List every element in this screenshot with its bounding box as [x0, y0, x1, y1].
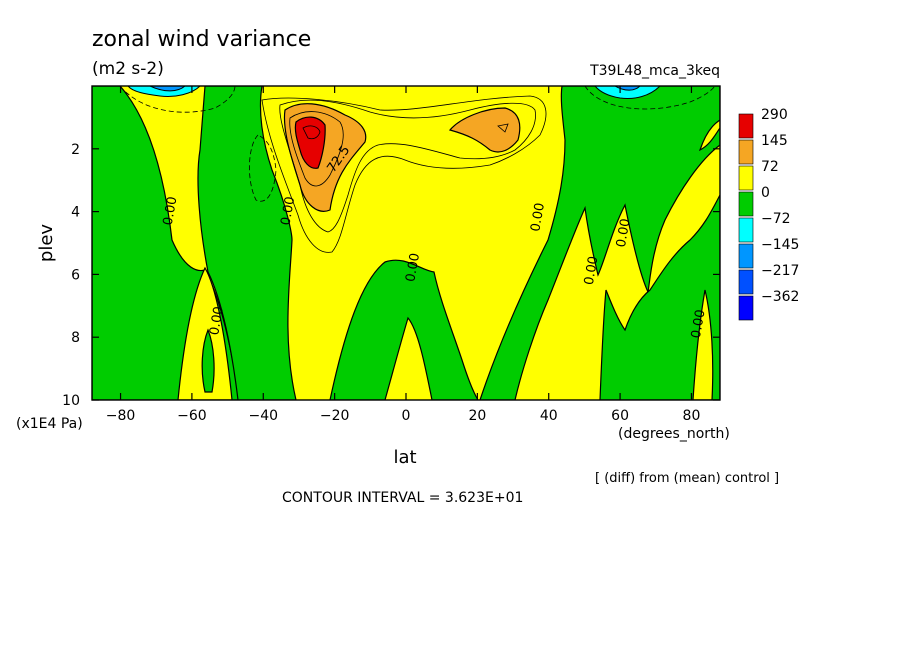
contour-line-positive-mid [279, 99, 536, 233]
field-negative-equator [329, 259, 479, 400]
footer-diff-note: [ (diff) from (mean) control ] [595, 471, 779, 486]
field-negative-strong-north [594, 86, 661, 99]
contour-line-peak [302, 125, 321, 140]
x-axis: −80 −60 −40 −20 0 20 40 60 80 [106, 86, 701, 424]
contour-label: 0.00 [582, 255, 602, 286]
x-tick-label: −80 [106, 408, 136, 424]
contour-line-negative-south [249, 134, 277, 202]
colorbar-label: −217 [761, 263, 799, 279]
x-tick-label: 0 [402, 408, 411, 424]
y-axis-label: plev [36, 224, 57, 263]
colorbar-label: −72 [761, 211, 791, 227]
y-tick-label: 6 [71, 267, 80, 283]
contour-line-negative-top-south [119, 86, 236, 113]
colorbar-label: −145 [761, 237, 799, 253]
colorbar-swatch [738, 217, 754, 243]
field-negative-band-40s [197, 86, 297, 400]
field-positive-pocket-80n [692, 289, 714, 400]
contour-line-north-peak [497, 123, 509, 133]
experiment-label: T39L48_mca_3keq [589, 63, 720, 79]
contour-line-positive-inner [289, 111, 344, 187]
x-tick-label: −20 [320, 408, 350, 424]
colorbar-label: 290 [761, 107, 788, 123]
contour-label: 0.00 [528, 202, 548, 233]
y-tick-label: 2 [71, 142, 80, 158]
contour-line-negative-top-north [584, 86, 716, 110]
x-tick-label: 60 [611, 408, 629, 424]
y-tick-label: 4 [71, 205, 80, 221]
contour-label: 0.00 [207, 305, 227, 336]
colorbar-swatch [738, 191, 754, 217]
colorbar-label: 145 [761, 133, 788, 149]
y-tick-label: 10 [62, 393, 80, 409]
field-negative-north-lower [599, 194, 720, 400]
contour-label: 0.00 [689, 308, 709, 339]
colorbar-swatch [738, 269, 754, 295]
y-axis-units: (x1E4 Pa) [16, 416, 83, 432]
x-tick-label: −40 [248, 408, 278, 424]
field-positive-pocket-60s [177, 266, 233, 400]
field-negative-north [479, 86, 720, 400]
colorbar-label: −362 [761, 289, 799, 305]
x-tick-label: 40 [540, 408, 558, 424]
colorbar-swatch [738, 243, 754, 269]
y-axis: 2 4 6 8 10 [62, 142, 720, 409]
contour-label: 0.00 [278, 195, 298, 226]
colorbar-label: 72 [761, 159, 779, 175]
field-positive-pocket-20n [698, 119, 720, 152]
chart-title: zonal wind variance [92, 27, 311, 52]
chart-units: (m2 s-2) [92, 59, 164, 79]
field-145-290 [294, 116, 326, 169]
colorbar: 290 145 72 0 −72 −145 −217 −362 [738, 107, 799, 321]
contour-label: 0.00 [161, 195, 181, 226]
contour-line-positive-outer [261, 95, 547, 253]
x-tick-label: 80 [683, 408, 701, 424]
colorbar-swatch [738, 165, 754, 191]
x-tick-label: −60 [177, 408, 207, 424]
contour-label: 0.00 [614, 217, 634, 248]
y-tick-label: 8 [71, 330, 80, 346]
x-axis-label: lat [393, 447, 416, 468]
colorbar-swatch [738, 139, 754, 165]
x-tick-label: 20 [468, 408, 486, 424]
contour-interval: CONTOUR INTERVAL = 3.623E+01 [282, 490, 523, 506]
contour-label: 0.00 [403, 252, 423, 283]
colorbar-swatch [738, 113, 754, 139]
field-negative-pocket-55s [201, 328, 215, 393]
colorbar-swatch [738, 295, 754, 321]
x-axis-units: (degrees_north) [618, 426, 730, 442]
colorbar-label: 0 [761, 185, 770, 201]
field-72-145-north [448, 107, 521, 153]
